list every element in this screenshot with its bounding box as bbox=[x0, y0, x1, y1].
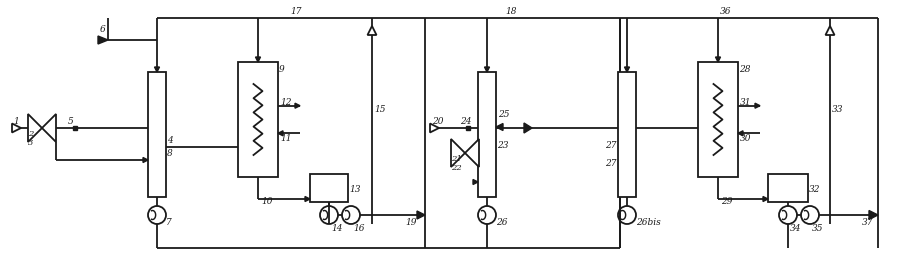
Bar bbox=[310, 174, 348, 202]
Polygon shape bbox=[98, 36, 108, 44]
Polygon shape bbox=[154, 67, 160, 72]
Text: 33: 33 bbox=[832, 105, 843, 114]
Text: 22: 22 bbox=[451, 164, 462, 172]
Polygon shape bbox=[12, 123, 21, 132]
Text: 3: 3 bbox=[28, 139, 33, 147]
Polygon shape bbox=[763, 197, 768, 202]
Bar bbox=[238, 62, 278, 177]
Text: 4: 4 bbox=[167, 136, 172, 145]
Text: 9: 9 bbox=[279, 65, 285, 74]
Polygon shape bbox=[624, 67, 629, 72]
Polygon shape bbox=[485, 67, 489, 72]
Polygon shape bbox=[305, 197, 310, 202]
Text: 19: 19 bbox=[405, 218, 417, 227]
Polygon shape bbox=[278, 131, 283, 136]
Polygon shape bbox=[143, 157, 148, 163]
Polygon shape bbox=[465, 139, 479, 167]
Bar bbox=[768, 174, 808, 202]
Text: 26bis: 26bis bbox=[636, 218, 661, 227]
Polygon shape bbox=[42, 114, 56, 142]
Text: 16: 16 bbox=[353, 224, 365, 233]
Text: 11: 11 bbox=[280, 134, 292, 143]
Text: 1: 1 bbox=[13, 117, 19, 126]
Text: 35: 35 bbox=[812, 224, 823, 233]
Polygon shape bbox=[755, 103, 760, 108]
Bar bbox=[478, 72, 496, 197]
Text: 25: 25 bbox=[498, 110, 509, 119]
Text: 36: 36 bbox=[720, 7, 732, 16]
Bar bbox=[148, 72, 166, 197]
Text: 34: 34 bbox=[790, 224, 802, 233]
Polygon shape bbox=[28, 114, 42, 142]
Text: 12: 12 bbox=[280, 98, 292, 107]
Text: 27: 27 bbox=[605, 160, 617, 168]
Polygon shape bbox=[738, 131, 743, 136]
Polygon shape bbox=[496, 123, 503, 131]
Text: 5: 5 bbox=[68, 117, 74, 126]
Polygon shape bbox=[825, 26, 834, 35]
Text: 20: 20 bbox=[432, 117, 444, 126]
Polygon shape bbox=[524, 123, 532, 133]
Polygon shape bbox=[417, 211, 425, 219]
Text: 24: 24 bbox=[460, 117, 471, 126]
Text: 28: 28 bbox=[739, 65, 751, 74]
Polygon shape bbox=[716, 57, 720, 62]
Text: 6: 6 bbox=[100, 25, 106, 34]
Text: 2: 2 bbox=[28, 130, 33, 138]
Text: 26: 26 bbox=[496, 218, 507, 227]
Bar bbox=[618, 72, 636, 197]
Bar bbox=[698, 62, 738, 177]
Text: 29: 29 bbox=[721, 197, 733, 206]
Text: 15: 15 bbox=[374, 105, 385, 114]
Text: 37: 37 bbox=[862, 218, 874, 227]
Text: 21: 21 bbox=[451, 155, 462, 163]
Text: 27: 27 bbox=[605, 141, 617, 150]
Text: 10: 10 bbox=[261, 197, 272, 206]
Polygon shape bbox=[430, 123, 439, 132]
Text: 30: 30 bbox=[740, 134, 752, 143]
Text: 32: 32 bbox=[809, 185, 821, 194]
Text: 14: 14 bbox=[331, 224, 342, 233]
Polygon shape bbox=[367, 26, 376, 35]
Text: 7: 7 bbox=[166, 218, 172, 227]
Polygon shape bbox=[473, 180, 478, 185]
Text: 18: 18 bbox=[505, 7, 516, 16]
Polygon shape bbox=[295, 103, 300, 108]
Text: 31: 31 bbox=[740, 98, 752, 107]
Polygon shape bbox=[869, 210, 878, 219]
Text: 13: 13 bbox=[349, 185, 360, 194]
Text: 23: 23 bbox=[497, 141, 508, 150]
Text: 17: 17 bbox=[290, 7, 302, 16]
Polygon shape bbox=[451, 139, 465, 167]
Polygon shape bbox=[256, 57, 260, 62]
Text: 8: 8 bbox=[167, 149, 172, 158]
